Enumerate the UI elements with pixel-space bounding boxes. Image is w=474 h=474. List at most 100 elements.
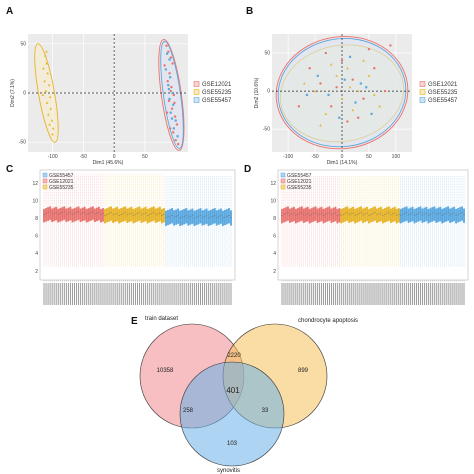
- x-tick-label-placeholder: [342, 283, 344, 305]
- legend-label-gse12021: GSE12021: [287, 179, 312, 185]
- x-tick-label-placeholder: [340, 283, 342, 305]
- box-gse55235: [150, 207, 153, 222]
- x-tick-label-placeholder: [137, 283, 138, 305]
- x-tick-label-placeholder: [59, 283, 61, 305]
- confidence-ellipse-gse55457: [160, 41, 184, 149]
- x-tick-label-placeholder: [287, 283, 289, 305]
- data-point-gse55235: [48, 95, 52, 98]
- x-tick-label-placeholder: [155, 283, 157, 305]
- y-tick-label: 12: [270, 181, 276, 187]
- x-tick-label-placeholder: [376, 283, 378, 305]
- box-gse55235: [146, 209, 149, 224]
- box-gse55457: [461, 206, 463, 221]
- x-tick-label-placeholder: [96, 283, 98, 305]
- data-point-gse55235: [47, 83, 51, 87]
- x-tick-label-placeholder: [191, 283, 193, 305]
- x-tick-label-placeholder: [132, 283, 134, 305]
- x-tick-label-placeholder: [295, 283, 297, 305]
- x-tick-label-placeholder: [195, 283, 197, 305]
- y-tick-label: 10: [32, 198, 38, 204]
- data-point-gse55457: [168, 97, 171, 100]
- box-gse12021: [281, 209, 283, 224]
- x-tick-label-placeholder: [453, 283, 455, 305]
- x-tick-label-placeholder: [299, 283, 301, 305]
- x-tick-label-placeholder: [143, 283, 145, 305]
- data-point-gse12021: [362, 97, 365, 100]
- box-gse55457: [413, 209, 416, 224]
- box-gse12021: [51, 208, 54, 223]
- x-tick-label-placeholder: [416, 283, 418, 305]
- data-point-gse12021: [324, 51, 328, 55]
- data-point-gse55235: [48, 123, 51, 126]
- data-point-gse55457: [174, 119, 177, 122]
- box-gse55457: [221, 210, 224, 226]
- box-gse55235: [124, 206, 127, 221]
- box-gse55457: [205, 208, 208, 224]
- x-tick-label-placeholder: [147, 283, 149, 305]
- x-tick-label-placeholder: [214, 283, 216, 305]
- box-gse55457: [409, 207, 412, 223]
- box-gse55235: [110, 206, 113, 221]
- box-gse55235: [374, 206, 376, 221]
- data-point-gse55457: [176, 135, 179, 138]
- x-tick-label: -50: [80, 154, 87, 160]
- x-tick-label-placeholder: [412, 283, 414, 305]
- x-tick-label-placeholder: [197, 283, 199, 305]
- data-point-gse55235: [351, 108, 355, 112]
- legend-key-gse55457: [42, 172, 48, 178]
- box-gse55235: [381, 209, 384, 224]
- box-gse12021: [95, 207, 98, 222]
- x-tick-label-placeholder: [112, 283, 114, 305]
- data-point-gse12021: [171, 62, 174, 65]
- box-gse12021: [322, 209, 325, 224]
- x-tick-label-placeholder: [315, 283, 317, 305]
- box-gse55457: [429, 208, 432, 223]
- data-point-gse12021: [383, 89, 387, 93]
- box-gse12021: [65, 208, 68, 223]
- box-gse55235: [346, 206, 349, 221]
- box-gse55457: [175, 209, 178, 225]
- box-gse55457: [445, 207, 448, 222]
- x-tick-label-placeholder: [431, 283, 433, 305]
- data-point-gse12021: [172, 131, 175, 134]
- box-gse12021: [87, 208, 90, 222]
- box-gse55235: [108, 207, 111, 222]
- x-tick-label-placeholder: [90, 283, 92, 305]
- x-tick-label-placeholder: [49, 283, 51, 305]
- x-tick-label-placeholder: [228, 283, 230, 305]
- x-tick-label-placeholder: [394, 283, 396, 305]
- x-tick-label: -50: [311, 154, 318, 160]
- data-point-gse12021: [373, 67, 376, 70]
- x-tick-label-placeholder: [348, 283, 350, 305]
- x-tick-label-placeholder: [175, 283, 177, 305]
- legend-key-gse12021: [419, 81, 426, 87]
- data-point-gse55235: [45, 62, 48, 65]
- x-tick-label-placeholder: [285, 283, 287, 305]
- x-tick-label-placeholder: [410, 283, 412, 305]
- y-tick-label: -50: [19, 140, 26, 146]
- box-gse55235: [348, 208, 351, 223]
- legend-label-gse55235: GSE55235: [202, 90, 232, 96]
- box-gse12021: [332, 207, 335, 223]
- y-tick-label: 4: [273, 251, 276, 257]
- x-tick-label-placeholder: [84, 283, 86, 305]
- x-tick-label-placeholder: [167, 283, 169, 305]
- legend-label-gse12021: GSE12021: [202, 82, 232, 88]
- box-gse55457: [181, 209, 184, 226]
- data-point-gse55457: [169, 76, 172, 79]
- x-tick-label-placeholder: [55, 283, 57, 305]
- data-point-gse12021: [367, 48, 371, 51]
- data-point-gse12021: [330, 105, 333, 108]
- x-tick-label-placeholder: [437, 283, 439, 305]
- x-tick-label: 0: [341, 154, 344, 160]
- data-point-gse12021: [163, 64, 166, 67]
- x-tick-label-placeholder: [100, 283, 102, 305]
- box-gse55235: [356, 208, 359, 223]
- x-tick-label-placeholder: [169, 283, 171, 305]
- box-gse55235: [154, 208, 157, 223]
- box-gse12021: [73, 208, 76, 222]
- x-tick-label-placeholder: [118, 283, 120, 305]
- data-point-gse55235: [45, 50, 48, 53]
- box-gse55457: [211, 209, 214, 225]
- data-point-gse12021: [173, 115, 177, 118]
